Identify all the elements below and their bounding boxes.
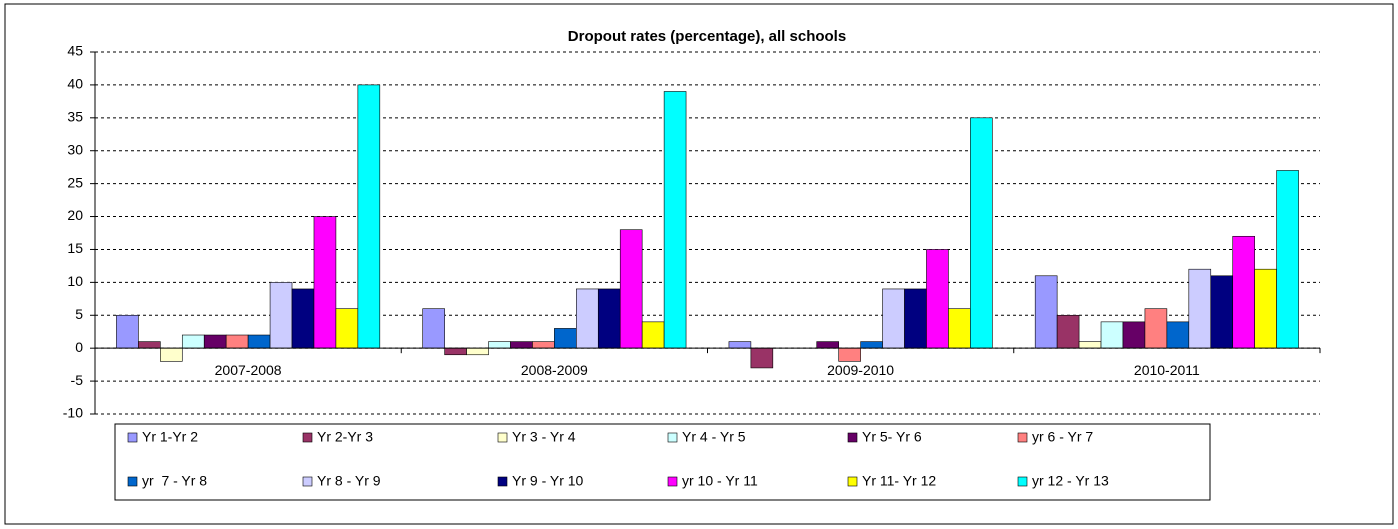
legend-label: Yr 3 - Yr 4 xyxy=(512,429,576,445)
bar xyxy=(970,117,993,349)
bar xyxy=(138,341,161,349)
legend-swatch xyxy=(302,432,313,443)
legend-label: Yr 5- Yr 6 xyxy=(862,429,922,445)
legend-label: yr 12 - Yr 13 xyxy=(1032,473,1109,489)
bar xyxy=(663,91,687,349)
bar xyxy=(247,334,271,349)
bar xyxy=(1276,170,1299,349)
bar xyxy=(510,341,533,349)
bar xyxy=(225,334,249,349)
bar xyxy=(1254,268,1277,349)
legend-swatch xyxy=(127,432,138,443)
bar xyxy=(750,347,774,369)
legend-swatch xyxy=(847,476,858,487)
legend-swatch xyxy=(127,476,138,487)
bar xyxy=(444,347,467,356)
legend-swatch xyxy=(847,432,858,443)
bar xyxy=(1056,314,1080,349)
bar xyxy=(181,334,205,349)
bar xyxy=(838,347,861,362)
bar xyxy=(619,229,643,349)
bar xyxy=(1188,268,1212,349)
bar xyxy=(1122,321,1146,349)
legend-swatch xyxy=(497,476,508,487)
legend-label: yr 10 - Yr 11 xyxy=(682,473,758,489)
bar xyxy=(1210,275,1234,349)
legend-label: yr 7 - Yr 8 xyxy=(142,473,207,489)
legend-label: Yr 2-Yr 3 xyxy=(317,429,373,445)
bar xyxy=(860,341,883,349)
y-tick-label: 25 xyxy=(67,174,83,190)
y-tick-label: 35 xyxy=(67,109,83,125)
bar xyxy=(904,288,927,349)
bar xyxy=(816,341,839,349)
x-tick-label: 2009-2010 xyxy=(827,362,894,378)
bar xyxy=(203,334,227,349)
y-tick-label: -5 xyxy=(71,372,84,388)
bar xyxy=(532,341,555,349)
legend-label: yr 6 - Yr 7 xyxy=(1032,429,1093,445)
y-tick-label: 10 xyxy=(67,273,83,289)
legend-swatch xyxy=(1017,432,1028,443)
bar xyxy=(1100,321,1124,349)
legend-label: Yr 9 - Yr 10 xyxy=(512,473,584,489)
bar xyxy=(160,347,183,362)
chart-title: Dropout rates (percentage), all schools xyxy=(568,28,846,45)
legend-swatch xyxy=(497,432,508,443)
legend-box xyxy=(114,423,1211,501)
legend-label: Yr 11- Yr 12 xyxy=(862,473,936,489)
y-tick-label: 5 xyxy=(75,306,83,322)
y-tick-label: 40 xyxy=(67,76,83,92)
bar xyxy=(313,216,337,349)
bar xyxy=(641,321,665,349)
bar xyxy=(466,347,489,356)
legend-swatch xyxy=(667,432,678,443)
y-tick-label: 20 xyxy=(67,207,83,223)
bar xyxy=(1166,321,1190,349)
legend-label: Yr 8 - Yr 9 xyxy=(317,473,381,489)
bar xyxy=(357,84,381,349)
bar xyxy=(1232,235,1255,349)
bar xyxy=(1144,308,1168,349)
legend-swatch xyxy=(1017,476,1028,487)
bar xyxy=(269,282,293,349)
y-tick-label: 0 xyxy=(75,339,83,355)
x-tick-label: 2008-2009 xyxy=(521,362,588,378)
bar xyxy=(116,314,139,349)
bar xyxy=(335,308,359,349)
y-tick-label: 45 xyxy=(67,43,83,59)
bar xyxy=(882,288,905,349)
x-tick-label: 2007-2008 xyxy=(215,362,282,378)
legend-label: Yr 4 - Yr 5 xyxy=(682,429,746,445)
bar xyxy=(488,341,511,349)
x-tick-label: 2010-2011 xyxy=(1134,362,1200,378)
bar xyxy=(422,308,445,349)
bar xyxy=(1078,341,1102,349)
bar xyxy=(597,288,621,349)
bar xyxy=(1034,275,1058,349)
y-tick-label: 30 xyxy=(67,141,83,157)
legend-swatch xyxy=(667,476,678,487)
bar xyxy=(554,328,577,349)
bar xyxy=(728,341,752,349)
bar xyxy=(948,308,971,349)
bar xyxy=(576,288,599,349)
bar xyxy=(291,288,315,349)
bar xyxy=(926,249,949,349)
legend-label: Yr 1-Yr 2 xyxy=(142,429,198,445)
y-tick-label: -10 xyxy=(63,405,83,421)
y-tick-label: 15 xyxy=(67,240,83,256)
legend-swatch xyxy=(302,476,313,487)
